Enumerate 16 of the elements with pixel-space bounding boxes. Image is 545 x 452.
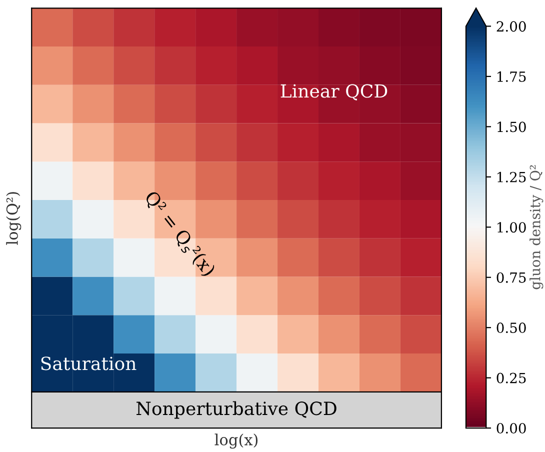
- x-axis-title: log(x): [214, 434, 258, 449]
- color-bar-label: 2.00: [496, 21, 526, 32]
- color-bar-label: 1.00: [498, 222, 526, 233]
- annotation: Q² = Q$_{s}$²(x): [142, 190, 217, 279]
- text: Nonperturbative QCD: [136, 401, 336, 419]
- color-bar-label: 0.25: [496, 372, 526, 384]
- color-bar-label: 1.75: [498, 71, 526, 82]
- color-bar-label: 0.50: [496, 322, 526, 334]
- color-bar-label: 1.50: [498, 122, 526, 132]
- color-bar-label: 0.00: [496, 423, 526, 434]
- annotation: Linear QCD: [280, 84, 388, 100]
- color-bar-label: 1.25: [498, 172, 526, 182]
- y-axis-title: log(Q²): [6, 192, 22, 245]
- annotation: Saturation: [41, 356, 136, 370]
- color-bar-label: 0.75: [496, 272, 526, 283]
- color-bar-title: gluon density / Q²: [530, 165, 544, 290]
